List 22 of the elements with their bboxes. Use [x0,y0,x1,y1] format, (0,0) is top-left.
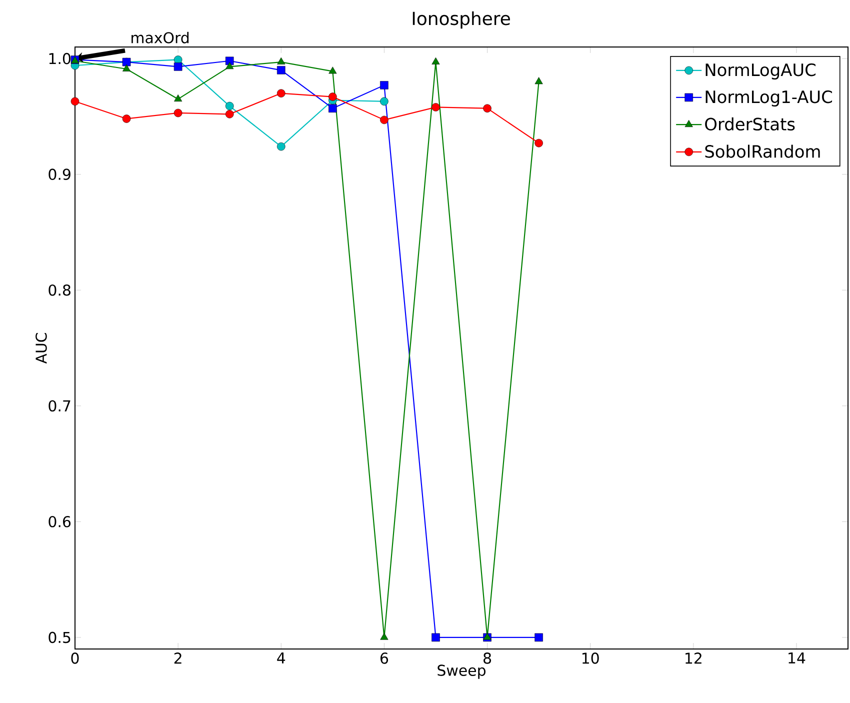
annotation: maxOrd [132,32,189,44]
x-tick-label: 0 [71,652,79,664]
x-tick-label: 14 [788,652,806,664]
y-tick-label: 0.6 [48,516,71,528]
legend-label: NormLogAUC [706,63,816,80]
x-tick-label: 8 [484,652,492,664]
legend-label: OrderStats [705,117,795,131]
legend-label: NormLog1-AUC [706,90,832,106]
y-tick-label: 1.0 [49,52,70,64]
y-tick-label: 0.7 [48,400,70,412]
x-tick-label: 6 [380,652,388,664]
x-tick-label: 12 [686,652,702,664]
x-tick-label: 10 [582,652,599,664]
x-tick-label: 4 [277,652,286,664]
chart-title: Ionosphere [412,11,510,29]
x-axis-title: Sweep [438,664,486,679]
y-tick-label: 0.5 [48,632,70,644]
y-tick-label: 0.8 [48,284,70,296]
legend-label: SobolRandom [705,144,820,158]
x-tick-label: 2 [174,652,182,664]
y-tick-label: 0.9 [48,168,70,180]
y-axis-title: AUC [36,333,47,364]
